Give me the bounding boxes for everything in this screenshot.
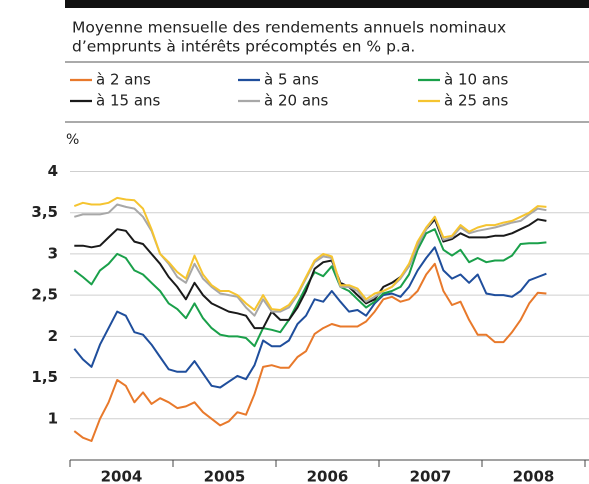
x-tick-label: 2005: [204, 468, 246, 484]
x-tick-label: 2006: [307, 468, 349, 484]
chart-title: Moyenne mensuelle des rendements annuels…: [72, 19, 506, 37]
y-tick-label: 2,5: [31, 286, 58, 304]
y-tick-label: 1: [48, 409, 58, 427]
series-line: [74, 218, 547, 330]
y-tick-label: 3,5: [31, 203, 58, 221]
chart-title: d’emprunts à intérêts précomptés en % p.…: [72, 38, 415, 56]
series-line: [73, 262, 547, 442]
y-axis-unit: %: [66, 132, 79, 148]
y-tick-label: 4: [48, 162, 58, 180]
y-tick-label: 1,5: [31, 368, 58, 386]
legend-label: à 15 ans: [96, 92, 161, 110]
x-tick-label: 2007: [410, 468, 452, 484]
x-tick-label: 2004: [101, 468, 143, 484]
legend-label: à 5 ans: [264, 71, 319, 89]
legend-label: à 2 ans: [96, 71, 151, 89]
legend-label: à 25 ans: [444, 92, 509, 110]
y-tick-label: 3: [48, 244, 58, 262]
series-line: [73, 246, 547, 389]
legend-label: à 10 ans: [444, 71, 509, 89]
series-line: [73, 196, 547, 311]
legend-label: à 20 ans: [264, 92, 329, 110]
x-tick-label: 2008: [513, 468, 555, 484]
top-bar: [65, 0, 589, 8]
y-tick-label: 2: [48, 327, 58, 345]
